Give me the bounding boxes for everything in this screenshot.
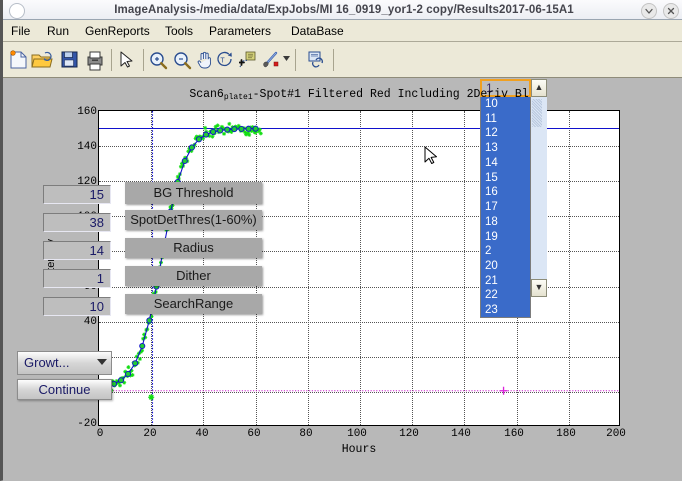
svg-text:T: T xyxy=(220,58,225,65)
